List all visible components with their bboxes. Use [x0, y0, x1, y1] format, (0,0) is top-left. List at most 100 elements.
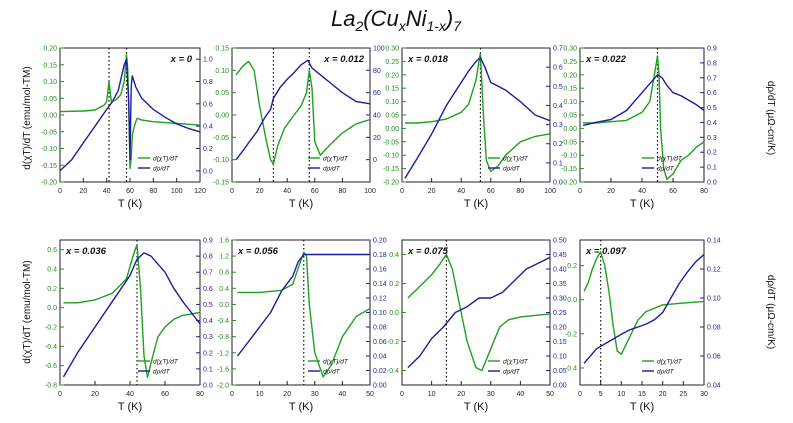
x-tick-label: 20 [607, 188, 615, 195]
y-tick-label: 0.10 [563, 99, 577, 106]
y-tick-label: -0.6 [45, 363, 57, 370]
panel-4: 0 20 40 60 80 -0.20 -0.15 -0.10 -0.05 0.00 0.05 0.1… [561, 46, 717, 211]
series-dchit-dt [235, 60, 371, 165]
x-tick-label: 0 [578, 391, 582, 398]
legend-label: dρ/dT [503, 166, 521, 173]
plot-frame [231, 239, 371, 386]
x-tick-label: 10 [256, 391, 264, 398]
y-tick-label: 0.15 [43, 62, 57, 69]
x-tick-label: 100 [171, 188, 183, 195]
y-tick-label: 0.0 [219, 302, 229, 309]
y2-tick-label: 0.05 [553, 368, 567, 375]
plot-frame [231, 47, 371, 183]
title-sub-x: x [398, 18, 407, 34]
y2-tick-label: 0 [373, 157, 377, 164]
y-tick-label: 0.6 [47, 247, 57, 254]
title-paren: ) [443, 6, 453, 31]
y-tick-label: 0.0 [567, 297, 577, 304]
y-tick-label: -0.15 [561, 166, 577, 173]
y-tick-label: -0.4 [45, 344, 57, 351]
y2-tick-label: 0.08 [373, 325, 387, 332]
y2-tick-label: 0.00 [553, 383, 567, 390]
y2-tick-label: 0.20 [373, 238, 387, 245]
y2-tick-label: 0.00 [373, 383, 387, 390]
y2-tick-label: 0.2 [553, 141, 563, 148]
y2-tick-label: 60 [373, 90, 381, 97]
panel-2: 0 20 40 60 80 100 -0.15 -0.10 -0.05 0.00 0.05 0.10 0… [213, 46, 385, 211]
series-dchit-dt [407, 253, 551, 372]
legend-label: d(χT)/dT [503, 359, 529, 366]
y2-tick-label: 0.6 [203, 286, 213, 293]
series-drho-dt [583, 253, 705, 364]
y2-tick-label: 0.9 [707, 46, 717, 53]
y2-tick-label: 0.7 [707, 75, 717, 82]
title-sub-7: 7 [453, 18, 462, 34]
legend-label: d(χT)/dT [323, 359, 349, 366]
y2-tick-label: 0.5 [553, 84, 563, 91]
y2-tick-label: 0.04 [373, 354, 387, 361]
y-tick-label: -0.05 [561, 139, 577, 146]
y-tick-label: 0.00 [563, 126, 577, 133]
x-tick-label: 40 [339, 391, 347, 398]
panel-label: x = 0 [170, 54, 193, 65]
y2-tick-label: 0.6 [203, 101, 213, 108]
y-tick-label: 0.2 [567, 263, 577, 270]
y-tick-label: -0.20 [383, 180, 399, 187]
y-tick-label: -1.2 [217, 350, 229, 357]
x-axis-label: T (K) [630, 401, 654, 413]
y2-tick-label: 0.5 [203, 302, 213, 309]
right-axis-label-bottom: dρ/dT (μΩ-cm/K) [765, 275, 776, 349]
y2-tick-label: 0.2 [203, 146, 213, 153]
y2-tick-label: 0.10 [553, 354, 567, 361]
legend-label: d(χT)/dT [657, 156, 683, 163]
y-tick-label: 1.6 [219, 238, 229, 245]
y2-tick-label: 0.6 [553, 65, 563, 72]
panels: 0 20 40 60 80 100 120-0.20-0.15-0.10-0.050.000… [22, 46, 776, 414]
y2-tick-label: 0.3 [203, 334, 213, 341]
x-tick-label: 80 [517, 188, 525, 195]
y-tick-label: -0.2 [565, 331, 577, 338]
x-tick-label: 20 [283, 391, 291, 398]
y-tick-label: -0.05 [383, 139, 399, 146]
x-tick-label: 30 [700, 391, 708, 398]
x-tick-label: 40 [638, 188, 646, 195]
y2-tick-label: 0.45 [553, 252, 567, 259]
y2-tick-label: 0.25 [553, 310, 567, 317]
panel-5: 0 20 40 60 80 -0.8 -0.6 -0.4 -0.2 0.0 0.2 0.4 0.6 0.0… [45, 238, 213, 414]
y-tick-label: 0.25 [563, 59, 577, 66]
y-tick-label: 0.05 [43, 96, 57, 103]
right-axis-label-top: dρ/dT (μΩ-cm/K) [765, 81, 776, 155]
x-tick-label: 60 [311, 188, 319, 195]
y-tick-label: 0.25 [385, 59, 399, 66]
y2-tick-label: 0.16 [373, 267, 387, 274]
y2-tick-label: 0.10 [707, 296, 721, 303]
y2-tick-label: 0.8 [203, 254, 213, 261]
legend-label: dρ/dT [657, 369, 675, 376]
x-tick-label: 20 [91, 391, 99, 398]
legend-label: dρ/dT [657, 166, 675, 173]
legend-label: d(χT)/dT [153, 359, 179, 366]
panel-label: x = 0.056 [237, 246, 279, 257]
x-tick-label: 10 [428, 391, 436, 398]
y-tick-label: -0.15 [383, 166, 399, 173]
y-tick-label: 0.05 [563, 113, 577, 120]
y2-tick-label: 0.0 [707, 180, 717, 187]
y-tick-label: -0.10 [383, 153, 399, 160]
left-axis-label-bottom: d(χT)/dT (emu/mol-TM) [22, 260, 33, 363]
y2-tick-label: 0.30 [553, 296, 567, 303]
y-tick-label: -0.2 [387, 339, 399, 346]
y-tick-label: 0.00 [43, 113, 57, 120]
panel-label: x = 0.022 [585, 54, 627, 65]
y-tick-label: -0.05 [41, 129, 57, 136]
y2-tick-label: 0.7 [203, 270, 213, 277]
y2-tick-label: 1.0 [203, 57, 213, 64]
x-axis-label: T (K) [630, 198, 654, 210]
y-tick-label: 0.0 [389, 310, 399, 317]
y-tick-label: -0.4 [217, 318, 229, 325]
y-tick-label: 0.20 [563, 72, 577, 79]
y2-tick-label: 0.08 [707, 325, 721, 332]
panel-label: x = 0.018 [407, 54, 449, 65]
title-cu: (Cu [363, 6, 398, 31]
y-tick-label: -0.20 [561, 180, 577, 187]
